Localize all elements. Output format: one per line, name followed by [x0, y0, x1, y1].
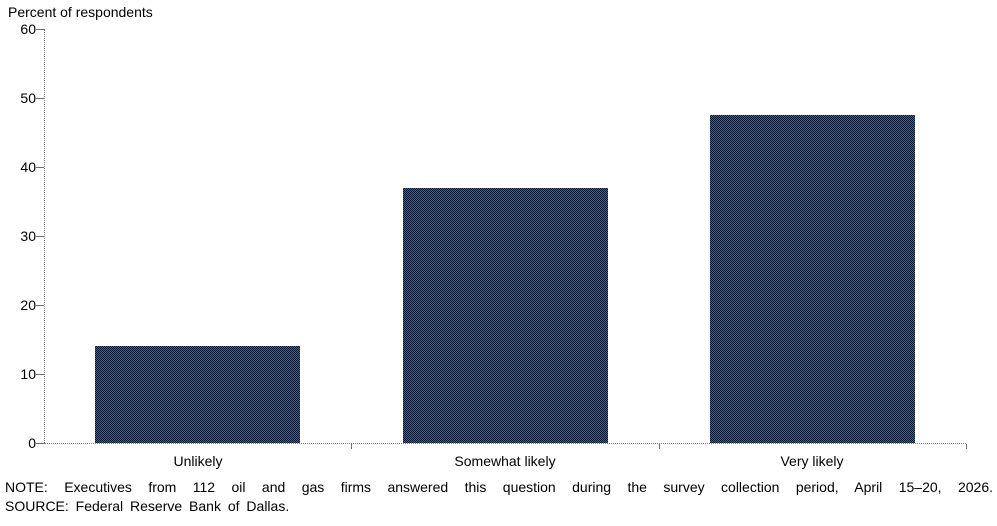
chart-footer: NOTE: Executives from 112 oil and gas fi… [5, 478, 993, 516]
y-tick-label: 0 [28, 435, 36, 451]
note-text: NOTE: Executives from 112 oil and gas fi… [5, 479, 993, 495]
category-label: Unlikely [173, 453, 223, 469]
bar [95, 346, 300, 443]
x-axis-tick [351, 444, 352, 449]
y-tick-label: 20 [20, 297, 36, 313]
y-axis-line [44, 29, 45, 443]
y-axis-tick [36, 167, 44, 168]
y-tick-label: 30 [20, 228, 36, 244]
x-axis-line [44, 443, 966, 444]
bar [710, 115, 915, 443]
y-tick-label: 50 [20, 90, 36, 106]
y-tick-label: 40 [20, 159, 36, 175]
category-label: Very likely [780, 453, 844, 469]
y-axis-tick [36, 443, 44, 444]
source-text: SOURCE: Federal Reserve Bank of Dallas. [5, 498, 290, 514]
y-axis-tick [36, 374, 44, 375]
y-axis-tick [36, 29, 44, 30]
chart-title: Percent of respondents [8, 4, 153, 20]
y-tick-label: 10 [20, 366, 36, 382]
y-axis-tick [36, 236, 44, 237]
bar [403, 188, 608, 443]
category-label: Somewhat likely [454, 453, 556, 469]
x-axis-tick [966, 444, 967, 449]
y-axis-tick [36, 98, 44, 99]
y-axis-tick [36, 305, 44, 306]
y-tick-label: 60 [20, 21, 36, 37]
x-axis-tick [659, 444, 660, 449]
